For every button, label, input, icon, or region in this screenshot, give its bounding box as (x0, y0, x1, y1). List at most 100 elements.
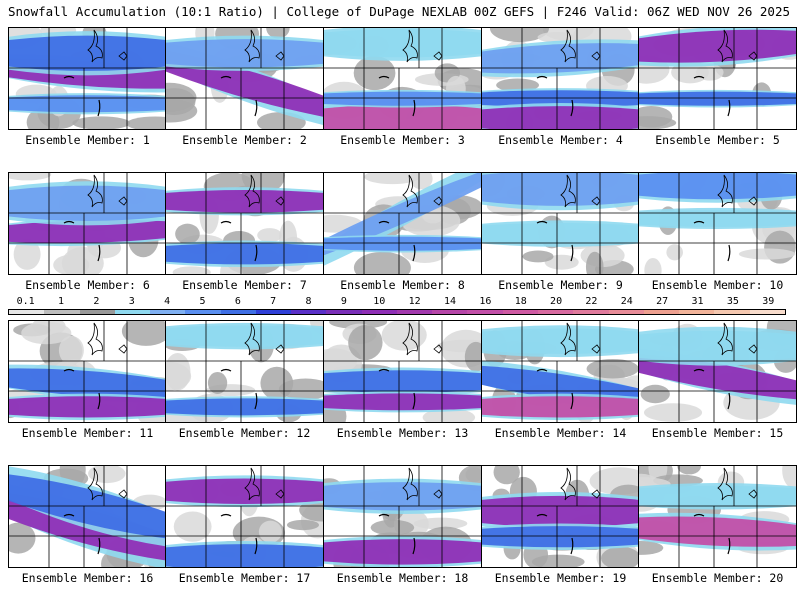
snow-trace-area (370, 519, 415, 536)
colorbar-swatch (150, 310, 186, 314)
ensemble-member-label: Ensemble Member: 18 (336, 571, 469, 585)
snowfall-map-svg (482, 28, 639, 129)
snowfall-band (9, 35, 166, 71)
ensemble-member-map (638, 27, 797, 130)
river-outline (378, 368, 390, 372)
ensemble-member-map (481, 172, 640, 275)
snow-trace-area (58, 335, 84, 365)
river-outline (536, 368, 548, 372)
snow-trace-area (348, 324, 383, 361)
snowfall-map-svg (9, 173, 166, 274)
snowfall-map-svg (482, 173, 639, 274)
lake-outline (412, 99, 416, 117)
colorbar-tick-label: 4 (164, 296, 171, 307)
colorbar-swatch (467, 310, 503, 314)
great-lakes-outline (244, 322, 260, 356)
ensemble-member-label: Ensemble Member: 10 (651, 278, 784, 292)
model-run-valid-time: 00Z GEFS | F246 Valid: 06Z WED NOV 26 20… (473, 4, 790, 19)
colorbar-tick-label: 2 (93, 296, 100, 307)
map-title: Snowfall Accumulation (10:1 Ratio) | Col… (8, 4, 468, 19)
ensemble-member-map (323, 320, 482, 423)
colorbar-tick-label: 1 (58, 296, 65, 307)
snow-trace-area (166, 361, 192, 391)
ensemble-member-map (8, 27, 167, 130)
lake-outline (118, 489, 128, 499)
ensemble-member-label: Ensemble Member: 19 (494, 571, 627, 585)
lake-outline (591, 196, 601, 206)
snowfall-map-svg (166, 28, 323, 129)
snow-trace-area (522, 250, 554, 263)
colorbar-swatch (396, 310, 433, 314)
snow-trace-area (489, 28, 549, 43)
snow-trace-area (9, 173, 52, 181)
colorbar-tick-label: 5 (199, 296, 206, 307)
river-outline (378, 75, 390, 79)
snowfall-map-svg (482, 466, 639, 567)
lake-outline (433, 489, 443, 499)
snowfall-band (166, 189, 323, 213)
ensemble-member-map (323, 172, 482, 275)
snowfall-colorbar (8, 309, 786, 315)
snowfall-band (324, 393, 481, 411)
ensemble-member-map (323, 27, 482, 130)
colorbar-tick-label: 18 (514, 296, 527, 307)
snow-trace-area (175, 223, 200, 245)
lake-outline (591, 344, 601, 354)
snow-trace-area (353, 55, 396, 91)
river-outline (693, 513, 705, 517)
ensemble-member-label: Ensemble Member: 14 (494, 426, 627, 440)
snowfall-map-svg (639, 321, 796, 422)
snowfall-band (639, 209, 796, 227)
snow-trace-area (172, 266, 211, 274)
great-lakes-outline (717, 174, 733, 208)
colorbar-tick-label: 16 (479, 296, 492, 307)
ensemble-member-label: Ensemble Member: 8 (340, 278, 465, 292)
river-outline (63, 368, 75, 372)
snowfall-map-svg (482, 321, 639, 422)
great-lakes-outline (244, 467, 260, 501)
snowfall-band (166, 544, 323, 567)
snow-trace-area (643, 403, 703, 422)
ensemble-member-label: Ensemble Member: 4 (498, 133, 623, 147)
snowfall-map-svg (639, 173, 796, 274)
snow-trace-area (640, 384, 670, 404)
ensemble-member-map (638, 172, 797, 275)
snow-trace-area (639, 116, 677, 129)
lake-outline (412, 392, 416, 410)
snowfall-band (482, 223, 639, 245)
lake-outline (727, 244, 731, 262)
ensemble-member-map (481, 320, 640, 423)
great-lakes-outline (402, 174, 418, 208)
snowfall-map-svg (639, 28, 796, 129)
colorbar-swatch (502, 310, 538, 314)
snowfall-band (639, 330, 796, 362)
river-outline (63, 75, 75, 79)
colorbar-tick-label: 24 (620, 296, 633, 307)
snowfall-map-svg (324, 466, 481, 567)
ensemble-member-label: Ensemble Member: 13 (336, 426, 469, 440)
colorbar-swatch (220, 310, 256, 314)
lake-outline (97, 99, 101, 117)
ensemble-member-map (638, 320, 797, 423)
snow-trace-area (639, 540, 664, 555)
snow-trace-area (666, 244, 683, 261)
river-outline (220, 368, 232, 372)
great-lakes-outline (717, 29, 733, 63)
snowfall-band (482, 106, 639, 129)
snow-trace-area (286, 519, 320, 531)
colorbar-swatch (255, 310, 292, 314)
great-lakes-outline (402, 467, 418, 501)
lake-outline (275, 51, 285, 61)
snow-trace-area (364, 173, 421, 185)
lake-outline (275, 196, 285, 206)
lake-outline (748, 489, 758, 499)
snowfall-map-svg (166, 173, 323, 274)
great-lakes-outline (560, 467, 576, 501)
river-outline (378, 220, 390, 224)
lake-outline (118, 196, 128, 206)
colorbar-swatch (9, 310, 45, 314)
lake-outline (727, 99, 731, 117)
snowfall-map-svg (166, 466, 323, 567)
snow-trace-area (585, 251, 604, 274)
snow-trace-area (695, 64, 724, 81)
